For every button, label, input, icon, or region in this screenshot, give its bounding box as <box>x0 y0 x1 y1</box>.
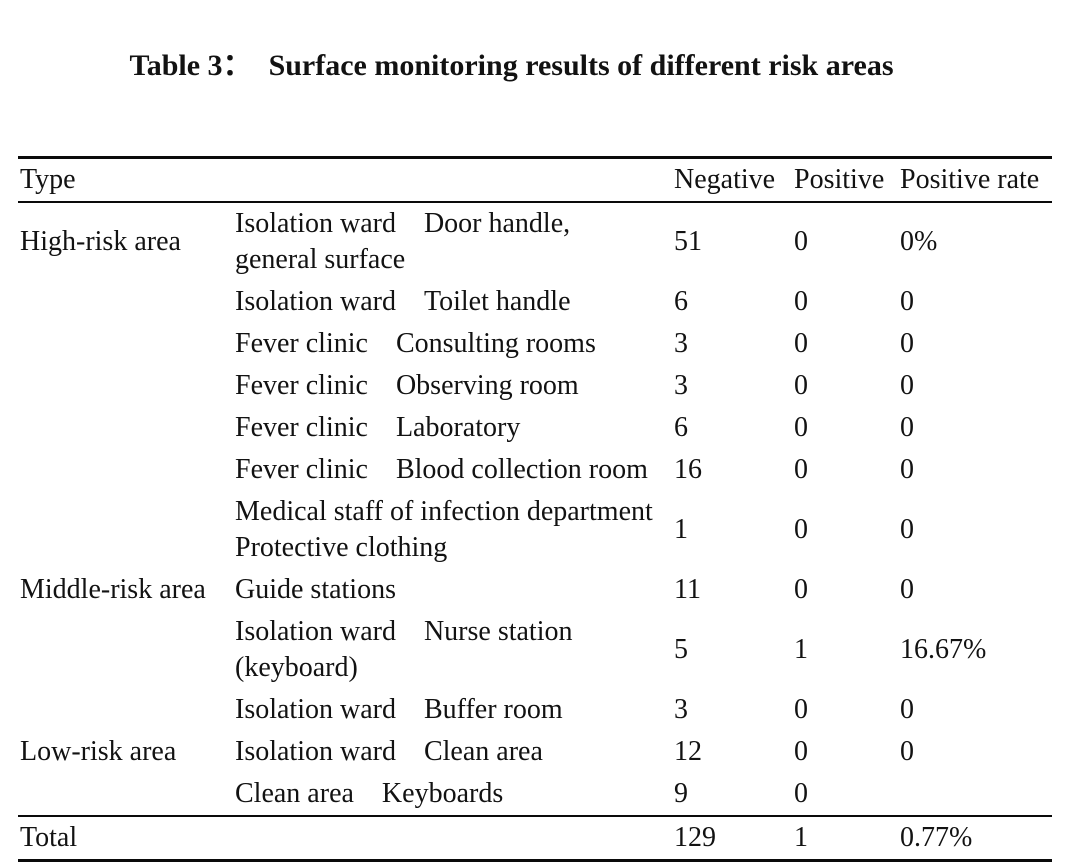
table-row: Middle-risk area Guide stations 11 0 0 <box>18 569 1052 611</box>
cell-risk-area <box>18 323 233 365</box>
cell-negative: 3 <box>674 328 689 359</box>
cell-location: Clean area Keyboards <box>235 778 504 809</box>
cell-location: Fever clinic Laboratory <box>235 412 521 443</box>
cell-positive-rate: 0 <box>900 286 915 317</box>
cell-risk-area: High-risk area <box>20 226 181 257</box>
cell-location: Isolation ward Nurse station (keyboard) <box>235 616 573 683</box>
table-row: Fever clinic Laboratory 6 0 0 <box>18 407 1052 449</box>
cell-positive-rate: 0% <box>900 226 938 257</box>
cell-location: Fever clinic Consulting rooms <box>235 328 596 359</box>
cell-positive-rate: 0 <box>900 412 915 443</box>
surface-monitoring-table: Type Negative Positive Positive rate Hig… <box>18 156 1053 862</box>
table-row: Isolation ward Toilet handle 6 0 0 <box>18 281 1052 323</box>
cell-location: Fever clinic Blood collection room <box>235 454 648 485</box>
cell-negative: 51 <box>674 226 703 257</box>
header-row: Type Negative Positive Positive rate <box>18 157 1053 203</box>
cell-positive: 0 <box>794 574 809 605</box>
column-header-positive: Positive <box>792 157 899 203</box>
table-row: Fever clinic Blood collection room 16 0 … <box>18 449 1052 491</box>
cell-positive-rate: 0 <box>900 694 915 725</box>
cell-location: Isolation ward Toilet handle <box>235 286 571 317</box>
cell-risk-area <box>18 611 233 689</box>
cell-positive: 0 <box>794 226 809 257</box>
table-row: Clean area Keyboards 9 0 <box>18 773 1052 816</box>
total-row: Total 129 1 0.77% <box>18 815 1053 861</box>
table-caption-label: Table 3： <box>129 49 253 82</box>
cell-positive-rate: 0 <box>900 370 915 401</box>
cell-positive-rate: 0 <box>900 736 915 767</box>
cell-positive: 0 <box>794 412 809 443</box>
cell-total-positive: 1 <box>792 815 899 861</box>
cell-location: Isolation ward Buffer room <box>235 694 563 725</box>
table-caption-text: Surface monitoring results of different … <box>268 49 894 82</box>
table-row: Low-risk area Isolation ward Clean area … <box>18 731 1052 773</box>
cell-positive-rate <box>898 773 1052 816</box>
cell-risk-area <box>18 407 233 449</box>
cell-risk-area <box>18 773 233 816</box>
cell-positive: 0 <box>794 778 809 809</box>
cell-positive-rate: 0 <box>900 574 915 605</box>
cell-positive-rate: 0 <box>900 328 915 359</box>
cell-total-negative: 129 <box>672 815 793 861</box>
table-row: Isolation ward Buffer room 3 0 0 <box>18 689 1052 731</box>
column-header-negative: Negative <box>672 157 793 203</box>
cell-risk-area: Low-risk area <box>20 736 177 767</box>
cell-positive-rate: 0 <box>900 514 915 545</box>
cell-positive-rate: 16.67% <box>900 634 987 665</box>
table-row: Fever clinic Observing room 3 0 0 <box>18 365 1052 407</box>
cell-negative: 3 <box>674 694 689 725</box>
cell-negative: 9 <box>674 778 689 809</box>
cell-positive: 1 <box>794 634 809 665</box>
table-caption: Table 3： Surface monitoring results of di… <box>100 12 1080 120</box>
cell-risk-area: Middle-risk area <box>20 574 206 605</box>
cell-total-positive-rate: 0.77% <box>898 815 1053 861</box>
cell-positive: 0 <box>794 694 809 725</box>
cell-positive: 0 <box>794 328 809 359</box>
cell-negative: 5 <box>674 634 689 665</box>
cell-positive: 0 <box>794 370 809 401</box>
table-row: Fever clinic Consulting rooms 3 0 0 <box>18 323 1052 365</box>
cell-location: Fever clinic Observing room <box>235 370 579 401</box>
cell-negative: 1 <box>674 514 689 545</box>
cell-risk-area <box>18 491 233 569</box>
table-row: Isolation ward Nurse station (keyboard) … <box>18 611 1052 689</box>
cell-positive-rate: 0 <box>900 454 915 485</box>
cell-risk-area <box>18 365 233 407</box>
cell-location: Isolation ward Clean area <box>235 736 543 767</box>
cell-positive: 0 <box>794 286 809 317</box>
paper-page: Table 3： Surface monitoring results of di… <box>0 12 1080 862</box>
cell-location: Isolation ward Door handle, general surf… <box>235 208 571 275</box>
cell-positive: 0 <box>794 514 809 545</box>
cell-total-label: Total <box>18 815 673 861</box>
column-header-type: Type <box>18 157 673 203</box>
cell-negative: 6 <box>674 412 689 443</box>
cell-positive: 0 <box>794 454 809 485</box>
cell-negative: 16 <box>674 454 703 485</box>
cell-location: Guide stations <box>235 574 396 605</box>
column-header-positive-rate: Positive rate <box>898 157 1053 203</box>
table-row: High-risk area Isolation ward Door handl… <box>18 202 1052 281</box>
cell-negative: 6 <box>674 286 689 317</box>
cell-risk-area <box>18 689 233 731</box>
cell-risk-area <box>18 449 233 491</box>
table-row: Medical staff of infection department Pr… <box>18 491 1052 569</box>
cell-positive: 0 <box>794 736 809 767</box>
cell-negative: 3 <box>674 370 689 401</box>
cell-location: Medical staff of infection department Pr… <box>235 496 653 563</box>
cell-risk-area <box>18 281 233 323</box>
cell-negative: 11 <box>674 574 701 605</box>
cell-negative: 12 <box>674 736 703 767</box>
